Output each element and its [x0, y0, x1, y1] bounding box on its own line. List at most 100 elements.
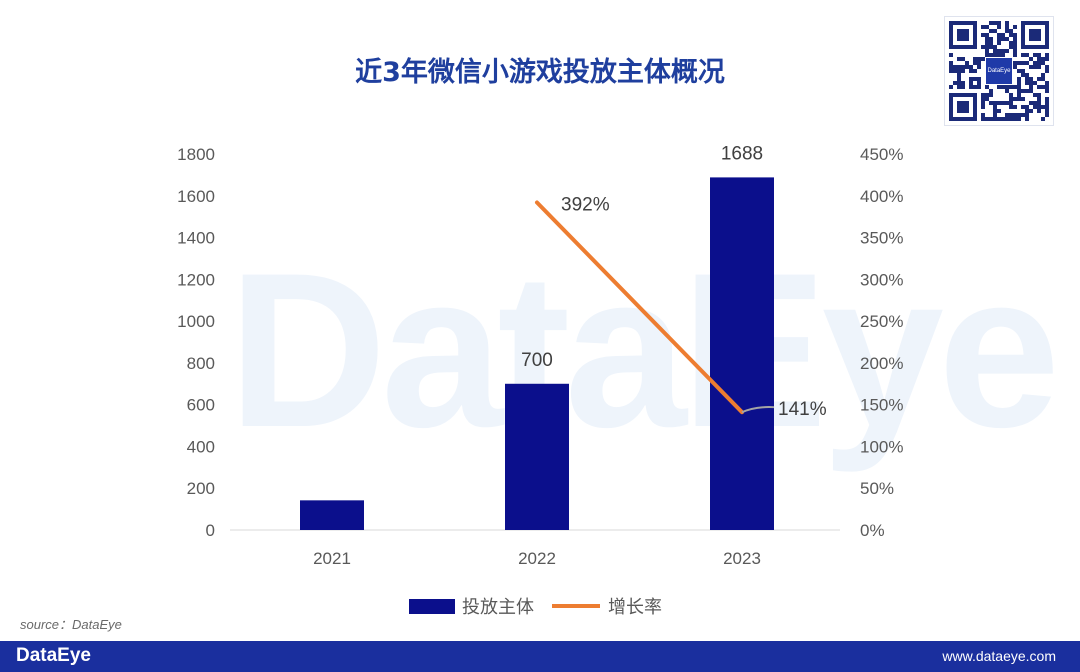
qr-module	[1033, 101, 1037, 105]
qr-module	[1001, 101, 1005, 105]
qr-module	[973, 77, 977, 81]
qr-module	[1009, 41, 1013, 45]
qr-module	[1021, 113, 1025, 117]
y-left-tick-label: 1000	[177, 312, 215, 331]
qr-module	[977, 85, 981, 89]
qr-module	[1025, 117, 1029, 121]
qr-module	[1013, 25, 1017, 29]
qr-module	[989, 93, 993, 97]
footer-url[interactable]: www.dataeye.com	[942, 648, 1056, 664]
qr-module	[1021, 89, 1025, 93]
y-right-tick-label: 150%	[860, 396, 903, 415]
qr-module	[973, 57, 977, 61]
qr-module	[1013, 61, 1017, 65]
qr-module	[957, 85, 961, 89]
bar-data-label: 1688	[721, 143, 763, 164]
qr-module	[993, 21, 997, 25]
qr-module	[957, 81, 961, 85]
qr-module	[977, 81, 981, 85]
y-right-tick-label: 400%	[860, 187, 903, 206]
qr-module	[949, 69, 953, 73]
qr-module	[1009, 117, 1013, 121]
qr-module	[1025, 77, 1029, 81]
qr-module	[949, 53, 953, 57]
qr-module	[1041, 73, 1045, 77]
qr-module	[957, 65, 961, 69]
qr-module	[1037, 77, 1041, 81]
y-left-tick-label: 800	[187, 354, 215, 373]
qr-module	[949, 85, 953, 89]
qr-module	[1037, 97, 1041, 101]
qr-module	[1025, 89, 1029, 93]
qr-finder-core	[957, 29, 969, 41]
line-data-label: 392%	[561, 194, 610, 215]
qr-module	[1013, 53, 1017, 57]
qr-module	[981, 93, 985, 97]
qr-module	[1045, 89, 1049, 93]
qr-module	[1045, 109, 1049, 113]
qr-module	[969, 81, 973, 85]
qr-module	[1009, 97, 1013, 101]
qr-module	[1025, 53, 1029, 57]
qr-module	[1009, 29, 1013, 33]
qr-module	[965, 61, 969, 65]
qr-module	[1041, 57, 1045, 61]
qr-module	[1025, 105, 1029, 109]
qr-module	[997, 117, 1001, 121]
y-left-tick-label: 1400	[177, 229, 215, 248]
qr-module	[997, 33, 1001, 37]
qr-module	[1001, 49, 1005, 53]
qr-module	[1029, 89, 1033, 93]
qr-module	[1033, 61, 1037, 65]
qr-module	[1041, 77, 1045, 81]
qr-module	[993, 117, 997, 121]
qr-module	[1037, 85, 1041, 89]
qr-module	[985, 93, 989, 97]
qr-module	[1041, 117, 1045, 121]
qr-module	[1013, 113, 1017, 117]
y-right-tick-label: 100%	[860, 437, 903, 456]
bar-data-label: 700	[521, 350, 553, 371]
qr-module	[1017, 77, 1021, 81]
qr-module	[981, 97, 985, 101]
qr-module	[989, 89, 993, 93]
qr-module	[985, 85, 989, 89]
qr-module	[1033, 65, 1037, 69]
footer-bar: DataEye www.dataeye.com	[0, 641, 1080, 672]
qr-module	[957, 77, 961, 81]
qr-module	[989, 29, 993, 33]
qr-module	[1013, 65, 1017, 69]
qr-module	[961, 57, 965, 61]
qr-module	[985, 37, 989, 41]
qr-module	[1017, 81, 1021, 85]
qr-pattern	[949, 21, 1049, 121]
qr-module	[981, 25, 985, 29]
bar	[710, 177, 774, 530]
qr-module	[1017, 89, 1021, 93]
qr-module	[953, 65, 957, 69]
qr-module	[989, 101, 993, 105]
qr-module	[989, 53, 993, 57]
y-right-tick-label: 250%	[860, 312, 903, 331]
qr-module	[1037, 61, 1041, 65]
qr-module	[1037, 57, 1041, 61]
qr-module	[1029, 81, 1033, 85]
line-data-label: 141%	[778, 399, 827, 420]
qr-module	[949, 65, 953, 69]
qr-module	[1005, 85, 1009, 89]
qr-module	[1045, 105, 1049, 109]
qr-module	[1013, 85, 1017, 89]
qr-module	[961, 81, 965, 85]
qr-module	[1001, 33, 1005, 37]
qr-module	[1037, 53, 1041, 57]
qr-module	[1025, 61, 1029, 65]
qr-module	[993, 45, 997, 49]
qr-module	[997, 85, 1001, 89]
y-right-tick-label: 350%	[860, 229, 903, 248]
qr-module	[993, 105, 997, 109]
label-leader-line	[741, 406, 775, 414]
qr-module	[1045, 69, 1049, 73]
qr-module	[1041, 61, 1045, 65]
qr-module	[985, 25, 989, 29]
qr-module	[1005, 89, 1009, 93]
